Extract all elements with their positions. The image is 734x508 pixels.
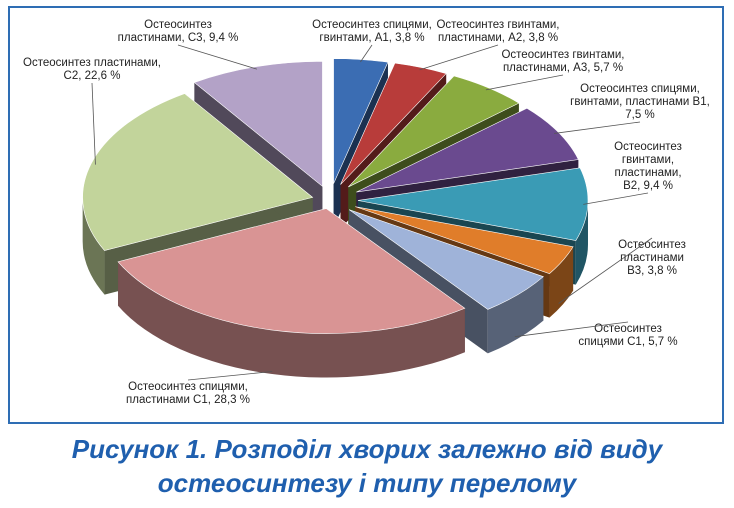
slice-label: Остеосинтез спицями, гвинтами, пластинами… bbox=[570, 83, 710, 121]
slice-label-line: гвинтами, А1, 3,8 % bbox=[319, 32, 424, 44]
slice-top bbox=[356, 107, 579, 193]
slice-label-line: Остеосинтез спицями, bbox=[128, 381, 248, 393]
slice-label-line: спицями С1, 5,7 % bbox=[578, 336, 677, 348]
slice-label-line: пластинами, С3, 9,4 % bbox=[118, 32, 239, 44]
slice-label-line: Остеосинтез bbox=[144, 19, 212, 31]
slice-label-line: Остеосинтез спицями, bbox=[580, 83, 700, 95]
leader-line bbox=[583, 192, 649, 205]
leader-line bbox=[558, 237, 653, 304]
slice-top bbox=[348, 75, 520, 188]
slice-top bbox=[333, 58, 389, 184]
leader-line bbox=[177, 44, 257, 70]
slice-label-line: Остеосинтез гвинтами, bbox=[436, 19, 559, 31]
slice-label: Остеосинтез пластинами, С3, 9,4 % bbox=[118, 19, 239, 44]
slice-label: Остеосинтез гвинтами, пластинами, А3, 5,7… bbox=[501, 49, 624, 74]
slice-label-line: гвинтами, bbox=[622, 154, 674, 166]
leader-line bbox=[485, 74, 564, 91]
slice-label: Остеосинтез спицями, гвинтами, А1, 3,8 % bbox=[312, 19, 432, 44]
slice-rim bbox=[549, 246, 574, 318]
slice-label: Остеосинтез спицями С1, 5,7 % bbox=[578, 323, 677, 348]
slice-label-line: Остеосинтез bbox=[614, 141, 682, 153]
slice-label-line: Остеосинтез спицями, bbox=[312, 19, 432, 31]
slice-rim bbox=[118, 261, 465, 378]
slice-label: Остеосинтез гвинтами, пластинами, А2, 3,8… bbox=[436, 19, 559, 44]
slice-top bbox=[348, 209, 544, 310]
slice-label-line: В2, 9,4 % bbox=[623, 180, 673, 192]
slice-rim bbox=[82, 197, 105, 295]
caption-line-1: Рисунок 1. Розподіл хворих залежно від в… bbox=[71, 434, 663, 464]
slice-label-line: В3, 3,8 % bbox=[627, 265, 677, 277]
slice-label-line: пластинами bbox=[620, 252, 684, 264]
slice-label-line: Остеосинтез bbox=[594, 323, 662, 335]
leader-line bbox=[187, 371, 273, 381]
pie-chart-svg: Остеосинтез спицями, гвинтами, А1, 3,8 %О… bbox=[23, 19, 710, 406]
pie-slice bbox=[117, 208, 466, 378]
leader-line bbox=[360, 44, 373, 63]
slice-top bbox=[340, 62, 447, 185]
slice-top bbox=[82, 93, 314, 251]
leader-line bbox=[91, 82, 96, 165]
slice-label-line: пластинами С1, 28,3 % bbox=[126, 394, 250, 406]
slice-label: Остеосинтез гвинтами, пластинами, В2, 9,4 % bbox=[614, 141, 682, 192]
slice-top bbox=[355, 206, 574, 274]
slice-label-line: пластинами, А2, 3,8 % bbox=[438, 32, 558, 44]
slice-top bbox=[357, 167, 589, 241]
slice-label: Остеосинтез спицями, пластинами С1, 28,3 … bbox=[126, 381, 250, 406]
slice-label: Остеосинтез пластинами В3, 3,8 % bbox=[618, 239, 686, 277]
slice-top bbox=[117, 208, 466, 334]
slice-label-line: Остеосинтез bbox=[618, 239, 686, 251]
slice-rim bbox=[487, 276, 544, 354]
slice-label-line: 7,5 % bbox=[625, 109, 654, 121]
slice-label: Остеосинтез пластинами, С2, 22,6 % bbox=[23, 57, 161, 82]
caption-line-2: остеосинтезу і типу перелому bbox=[157, 468, 577, 498]
slice-label-line: Остеосинтез гвинтами, bbox=[501, 49, 624, 61]
slice-labels: Остеосинтез спицями, гвинтами, А1, 3,8 %О… bbox=[23, 19, 710, 406]
slice-label-line: пластинами, bbox=[614, 167, 681, 179]
figure-caption: Рисунок 1. Розподіл хворих залежно від в… bbox=[0, 432, 734, 500]
slice-top bbox=[193, 61, 323, 187]
slice-label-line: Остеосинтез пластинами, bbox=[23, 57, 161, 69]
leader-line bbox=[419, 44, 499, 71]
slice-label-line: гвинтами, пластинами В1, bbox=[570, 96, 710, 108]
pie-slices bbox=[82, 58, 589, 378]
leader-line bbox=[554, 121, 641, 134]
slice-label-line: пластинами, А3, 5,7 % bbox=[503, 62, 623, 74]
slice-label-line: С2, 22,6 % bbox=[64, 70, 121, 82]
leader-line bbox=[514, 321, 629, 338]
